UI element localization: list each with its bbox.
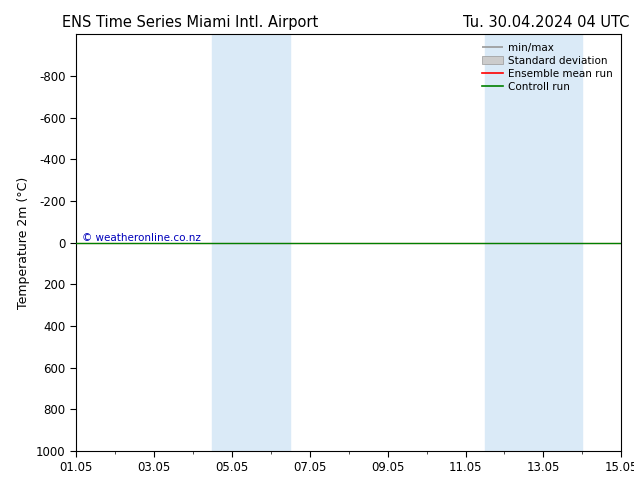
- Text: Tu. 30.04.2024 04 UTC: Tu. 30.04.2024 04 UTC: [463, 15, 629, 30]
- Bar: [212, 34, 290, 451]
- Y-axis label: Temperature 2m (°C): Temperature 2m (°C): [18, 176, 30, 309]
- Legend: min/max, Standard deviation, Ensemble mean run, Controll run: min/max, Standard deviation, Ensemble me…: [479, 40, 616, 95]
- Bar: [485, 34, 583, 451]
- Text: © weatheronline.co.nz: © weatheronline.co.nz: [82, 233, 200, 243]
- Text: ENS Time Series Miami Intl. Airport: ENS Time Series Miami Intl. Airport: [62, 15, 318, 30]
